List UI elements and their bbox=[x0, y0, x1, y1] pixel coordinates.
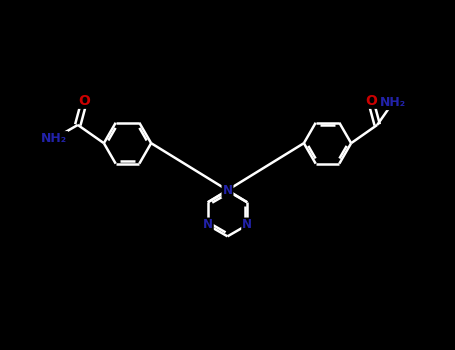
Text: O: O bbox=[365, 94, 377, 108]
Text: NH₂: NH₂ bbox=[41, 132, 67, 145]
Text: NH₂: NH₂ bbox=[380, 96, 406, 109]
Text: N: N bbox=[203, 218, 213, 231]
Text: N: N bbox=[242, 218, 252, 231]
Text: N: N bbox=[222, 184, 233, 197]
Text: O: O bbox=[78, 94, 90, 108]
